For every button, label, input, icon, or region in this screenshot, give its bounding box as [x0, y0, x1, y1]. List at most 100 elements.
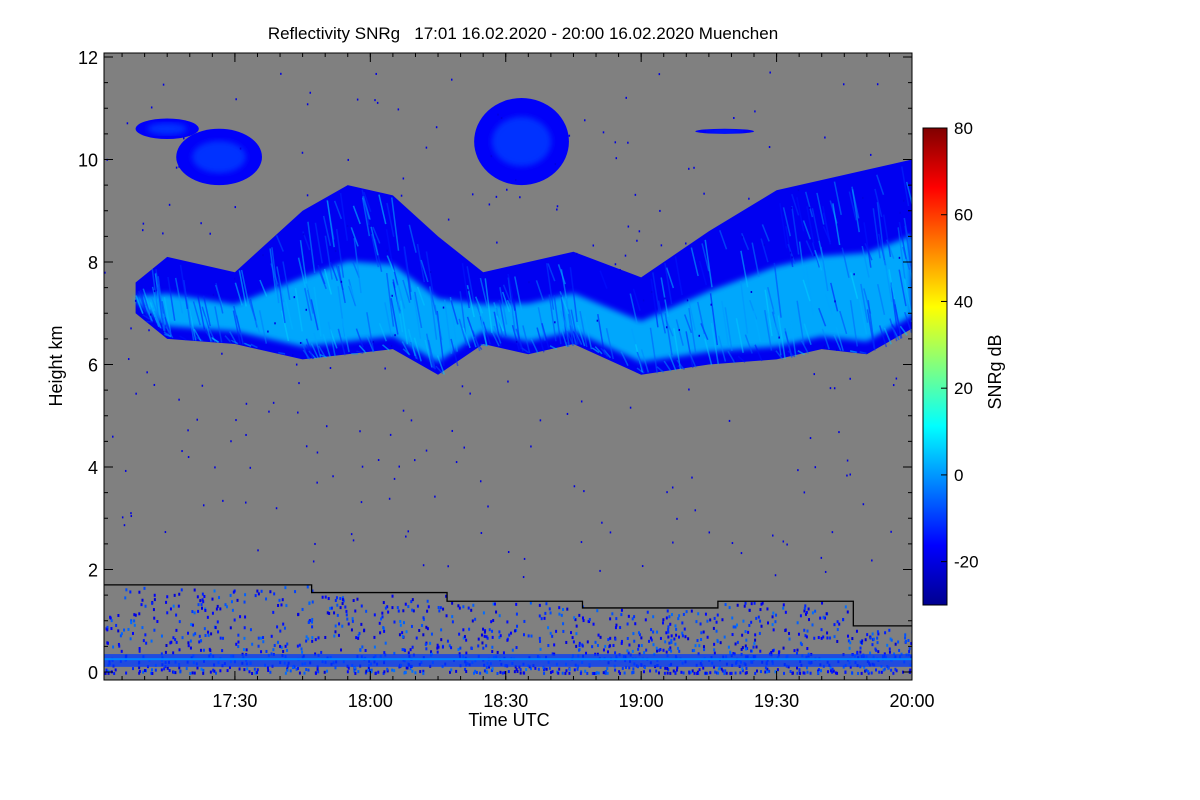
noise-pixel [411, 669, 414, 673]
noise-pixel [160, 668, 163, 672]
fall-streak [458, 318, 467, 344]
noise-pixel [808, 618, 811, 622]
noise-pixel [177, 604, 180, 608]
fall-streak [541, 323, 550, 349]
noise-pixel [374, 671, 377, 675]
noise-pixel [655, 646, 658, 650]
noise-pixel [441, 645, 444, 649]
noise-pixel [455, 669, 458, 673]
speckle-pixel [820, 556, 823, 559]
noise-pixel [813, 636, 816, 640]
fall-streak [507, 273, 516, 311]
speckle-pixel [627, 141, 629, 144]
noise-pixel [281, 598, 284, 602]
fall-streak [724, 307, 733, 351]
noise-pixel [836, 628, 839, 632]
fall-streak [764, 305, 773, 323]
noise-pixel [229, 626, 232, 630]
speckle-pixel [688, 388, 690, 391]
speckle-pixel [123, 524, 126, 527]
noise-pixel [458, 652, 461, 656]
noise-pixel [357, 634, 360, 638]
fall-streak [341, 318, 350, 353]
noise-pixel [871, 632, 874, 636]
noise-pixel [425, 625, 428, 629]
noise-pixel [898, 648, 901, 652]
noise-pixel [627, 614, 630, 618]
noise-pixel [307, 620, 310, 624]
noise-pixel [668, 648, 671, 652]
noise-pixel [821, 601, 824, 605]
noise-pixel [755, 616, 758, 620]
fall-streak [751, 242, 760, 278]
noise-pixel [278, 598, 281, 602]
speckle-pixel [134, 299, 137, 302]
noise-pixel [614, 637, 617, 641]
noise-pixel [703, 648, 706, 652]
speckle-pixel [222, 499, 224, 502]
fall-streak [302, 349, 311, 360]
noise-pixel [384, 641, 387, 645]
noise-pixel [482, 627, 485, 631]
fall-streak [788, 309, 797, 357]
noise-pixel [826, 636, 829, 640]
speckle-pixel [599, 569, 601, 572]
noise-pixel [341, 624, 344, 628]
fall-streak [820, 246, 829, 292]
noise-pixel [327, 597, 330, 601]
speckle-pixel [405, 535, 407, 538]
noise-pixel [243, 668, 246, 672]
noise-pixel [675, 668, 678, 672]
noise-pixel [254, 594, 257, 598]
noise-pixel [449, 670, 452, 674]
noise-pixel [214, 626, 217, 630]
noise-pixel [548, 607, 551, 611]
fall-streak [307, 221, 316, 274]
speckle-pixel [813, 373, 816, 376]
speckle-pixel [514, 179, 517, 182]
noise-pixel [133, 613, 136, 617]
noise-pixel [829, 669, 832, 673]
noise-pixel [576, 667, 579, 671]
speckle-pixel [376, 101, 379, 104]
fall-streak [822, 205, 831, 242]
noise-pixel [678, 614, 681, 618]
noise-pixel [771, 615, 774, 619]
noise-pixel [612, 644, 615, 648]
speckle-pixel [447, 565, 449, 568]
speckle-pixel [178, 398, 180, 401]
noise-pixel [771, 623, 774, 627]
noise-pixel [731, 616, 734, 620]
noise-pixel [733, 652, 736, 656]
noise-pixel [519, 671, 522, 675]
fall-streak [665, 267, 675, 289]
speckle-pixel [650, 291, 653, 294]
speckle-pixel [332, 475, 334, 478]
noise-pixel [492, 618, 495, 622]
noise-pixel [516, 669, 519, 673]
speckle-pixel [112, 435, 114, 438]
noise-pixel [578, 613, 581, 617]
noise-pixel [646, 610, 649, 614]
noise-pixel [150, 639, 153, 643]
speckle-pixel [592, 244, 595, 247]
noise-pixel [213, 589, 216, 593]
noise-pixel [218, 596, 221, 600]
noise-pixel [125, 671, 128, 675]
speckle-pixel [862, 503, 865, 506]
noise-pixel [729, 671, 732, 675]
noise-pixel [501, 671, 504, 675]
noise-pixel [364, 649, 367, 653]
noise-pixel [284, 586, 287, 590]
fall-streak [386, 202, 395, 237]
noise-pixel [663, 671, 666, 675]
speckle-pixel [209, 232, 211, 235]
noise-pixel [729, 652, 732, 656]
noise-pixel [760, 624, 763, 628]
speckle-pixel [750, 291, 753, 294]
noise-pixel [732, 652, 735, 656]
noise-pixel [117, 614, 120, 618]
fall-streak [493, 325, 502, 344]
fall-streak [652, 272, 661, 315]
noise-pixel [713, 665, 716, 669]
